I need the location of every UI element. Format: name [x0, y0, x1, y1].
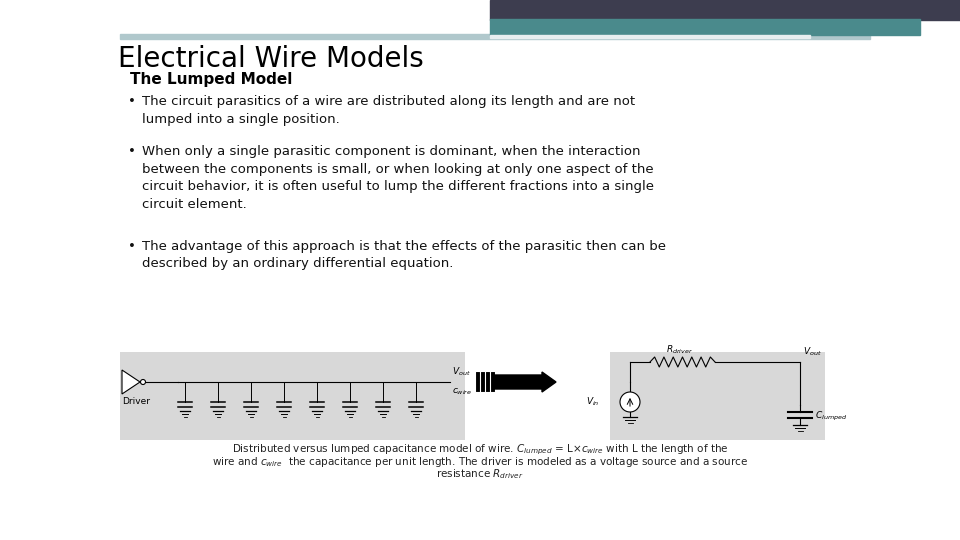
Polygon shape [122, 370, 140, 394]
Bar [490, 0, 960, 20]
Text: resistance $R_{driver}$: resistance $R_{driver}$ [436, 467, 524, 481]
Text: Driver: Driver [122, 397, 150, 406]
Text: $V_{out}$: $V_{out}$ [452, 366, 470, 378]
Bar [490, 35, 810, 38]
Text: $C_{lumped}$: $C_{lumped}$ [815, 409, 847, 422]
Circle shape [140, 380, 146, 384]
Text: $R_{driver}$: $R_{driver}$ [666, 343, 693, 356]
Text: Distributed versus lumped capacitance model of wire. $C_{lumped}$ = L$\times$$c_: Distributed versus lumped capacitance mo… [231, 443, 729, 457]
Bar [120, 352, 465, 440]
Bar [610, 352, 825, 440]
Text: When only a single parasitic component is dominant, when the interaction
between: When only a single parasitic component i… [142, 145, 654, 211]
Text: $V_{out}$: $V_{out}$ [803, 346, 822, 358]
Circle shape [620, 392, 640, 412]
Text: $c_{wire}$: $c_{wire}$ [452, 387, 472, 397]
Text: Electrical Wire Models: Electrical Wire Models [118, 45, 423, 73]
Text: •: • [128, 240, 136, 253]
FancyArrow shape [494, 372, 556, 392]
Text: The advantage of this approach is that the effects of the parasitic then can be
: The advantage of this approach is that t… [142, 240, 666, 271]
Text: wire and $c_{wire}$  the capacitance per unit length. The driver is modeled as a: wire and $c_{wire}$ the capacitance per … [212, 455, 748, 469]
Bar [490, 19, 920, 35]
Text: The circuit parasitics of a wire are distributed along its length and are not
lu: The circuit parasitics of a wire are dis… [142, 95, 636, 125]
Text: •: • [128, 95, 136, 108]
Text: •: • [128, 145, 136, 158]
Bar [120, 34, 870, 39]
Text: The Lumped Model: The Lumped Model [130, 72, 293, 87]
Text: $V_{in}$: $V_{in}$ [587, 396, 600, 408]
